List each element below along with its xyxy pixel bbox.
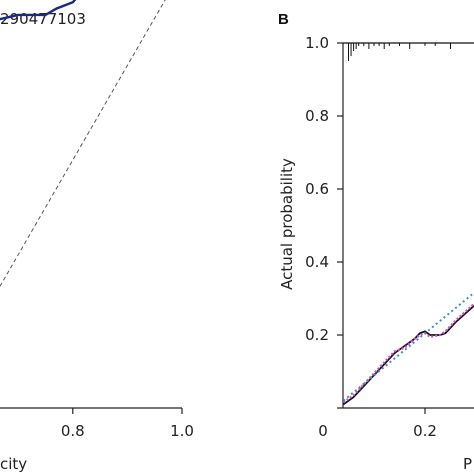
panel-a-roc-curve <box>0 0 77 21</box>
panel-b-y-axis-title: Actual probability <box>278 158 296 290</box>
panel-b-x-tick-label: 0 <box>318 422 328 440</box>
panel-b-calibration-curve <box>342 304 474 406</box>
panel-a-x-tick-label: 1.0 <box>170 422 194 440</box>
panel-a-series <box>0 0 166 288</box>
panel-b-y-tick-label: 0.2 <box>305 326 329 344</box>
panel-b-y-tick-label: 0.4 <box>305 253 329 271</box>
panel-b-y-tick-label: 0.6 <box>305 180 329 198</box>
panel-b-rug <box>343 42 474 61</box>
panel-a-header: 290477103 <box>0 10 86 28</box>
panel-b-ideal-line <box>342 291 474 402</box>
panel-b-letter: B <box>278 11 289 28</box>
panel-a-reference-line <box>0 0 166 288</box>
panel-a: 290477103 0.60.81.0 city <box>0 0 194 473</box>
panel-b-series <box>342 291 474 406</box>
panel-b-y-ticks: 0.2 0.4 0.6 0.8 1.0 <box>305 34 343 409</box>
panel-b-y-tick-label: 1.0 <box>305 34 329 52</box>
panel-b-y-tick-label: 0.8 <box>305 107 329 125</box>
panel-b-x-tick-label: 0.2 <box>413 422 437 440</box>
panel-b: B 0.20.40.60.81.0 0 0.2 Actual probabilit… <box>278 11 474 473</box>
panel-a-x-ticks: 0.60.81.0 <box>61 408 194 440</box>
panel-a-x-axis-title: city <box>0 455 27 473</box>
panel-b-x-ticks: 0 0.2 <box>318 408 437 440</box>
panel-a-x-tick-label: 0.8 <box>61 422 85 440</box>
panel-b-x-axis-title: P <box>463 455 472 473</box>
